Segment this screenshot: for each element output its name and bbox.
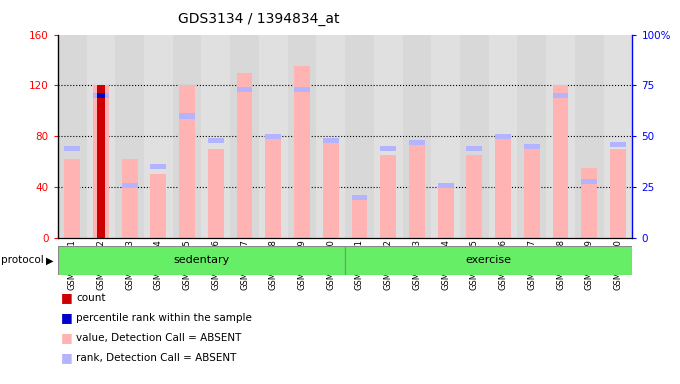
- Bar: [489, 35, 517, 238]
- Text: ■: ■: [61, 331, 73, 344]
- Bar: [97, 93, 105, 98]
- Bar: [438, 185, 454, 238]
- Bar: [237, 73, 252, 238]
- Bar: [409, 143, 425, 238]
- Bar: [122, 159, 137, 238]
- Bar: [495, 134, 511, 139]
- Bar: [259, 35, 288, 238]
- Bar: [323, 143, 339, 238]
- Bar: [144, 35, 173, 238]
- Bar: [93, 93, 109, 98]
- Bar: [65, 146, 80, 151]
- Bar: [380, 146, 396, 151]
- Text: ▶: ▶: [46, 255, 54, 265]
- Bar: [345, 246, 632, 275]
- Bar: [230, 35, 259, 238]
- Bar: [116, 35, 144, 238]
- Bar: [150, 174, 166, 238]
- Bar: [208, 138, 224, 143]
- Bar: [345, 35, 374, 238]
- Bar: [122, 183, 137, 188]
- Bar: [150, 164, 166, 169]
- Text: ■: ■: [61, 311, 73, 324]
- Bar: [610, 149, 626, 238]
- Bar: [173, 35, 201, 238]
- Bar: [65, 159, 80, 238]
- Bar: [495, 136, 511, 238]
- Bar: [546, 35, 575, 238]
- Bar: [575, 35, 604, 238]
- Bar: [58, 35, 86, 238]
- Bar: [265, 134, 281, 139]
- Bar: [294, 66, 310, 238]
- Bar: [438, 183, 454, 188]
- Text: value, Detection Call = ABSENT: value, Detection Call = ABSENT: [76, 333, 241, 343]
- Text: GDS3134 / 1394834_at: GDS3134 / 1394834_at: [177, 12, 339, 25]
- Bar: [265, 134, 281, 238]
- Bar: [180, 86, 195, 238]
- Bar: [466, 146, 482, 151]
- Bar: [524, 147, 540, 238]
- Bar: [208, 149, 224, 238]
- Bar: [374, 35, 403, 238]
- Bar: [553, 93, 568, 98]
- Bar: [237, 87, 252, 92]
- Bar: [431, 35, 460, 238]
- Bar: [581, 179, 597, 184]
- Bar: [581, 168, 597, 238]
- Bar: [316, 35, 345, 238]
- Bar: [403, 35, 431, 238]
- Text: protocol: protocol: [1, 255, 44, 265]
- Text: exercise: exercise: [466, 255, 512, 265]
- Bar: [517, 35, 546, 238]
- Text: ■: ■: [61, 291, 73, 304]
- Bar: [93, 86, 109, 238]
- Bar: [288, 35, 316, 238]
- Bar: [380, 156, 396, 238]
- Text: count: count: [76, 293, 105, 303]
- Bar: [180, 113, 195, 119]
- Bar: [294, 87, 310, 92]
- Bar: [466, 156, 482, 238]
- Text: ■: ■: [61, 351, 73, 364]
- Bar: [58, 246, 345, 275]
- Bar: [553, 86, 568, 238]
- Bar: [610, 142, 626, 147]
- Bar: [524, 144, 540, 149]
- Bar: [352, 195, 367, 200]
- Bar: [323, 138, 339, 143]
- Text: percentile rank within the sample: percentile rank within the sample: [76, 313, 252, 323]
- Bar: [409, 140, 425, 145]
- Bar: [352, 200, 367, 238]
- Bar: [97, 86, 105, 238]
- Text: sedentary: sedentary: [173, 255, 230, 265]
- Bar: [86, 35, 116, 238]
- Text: rank, Detection Call = ABSENT: rank, Detection Call = ABSENT: [76, 353, 237, 362]
- Bar: [460, 35, 489, 238]
- Bar: [604, 35, 632, 238]
- Bar: [201, 35, 231, 238]
